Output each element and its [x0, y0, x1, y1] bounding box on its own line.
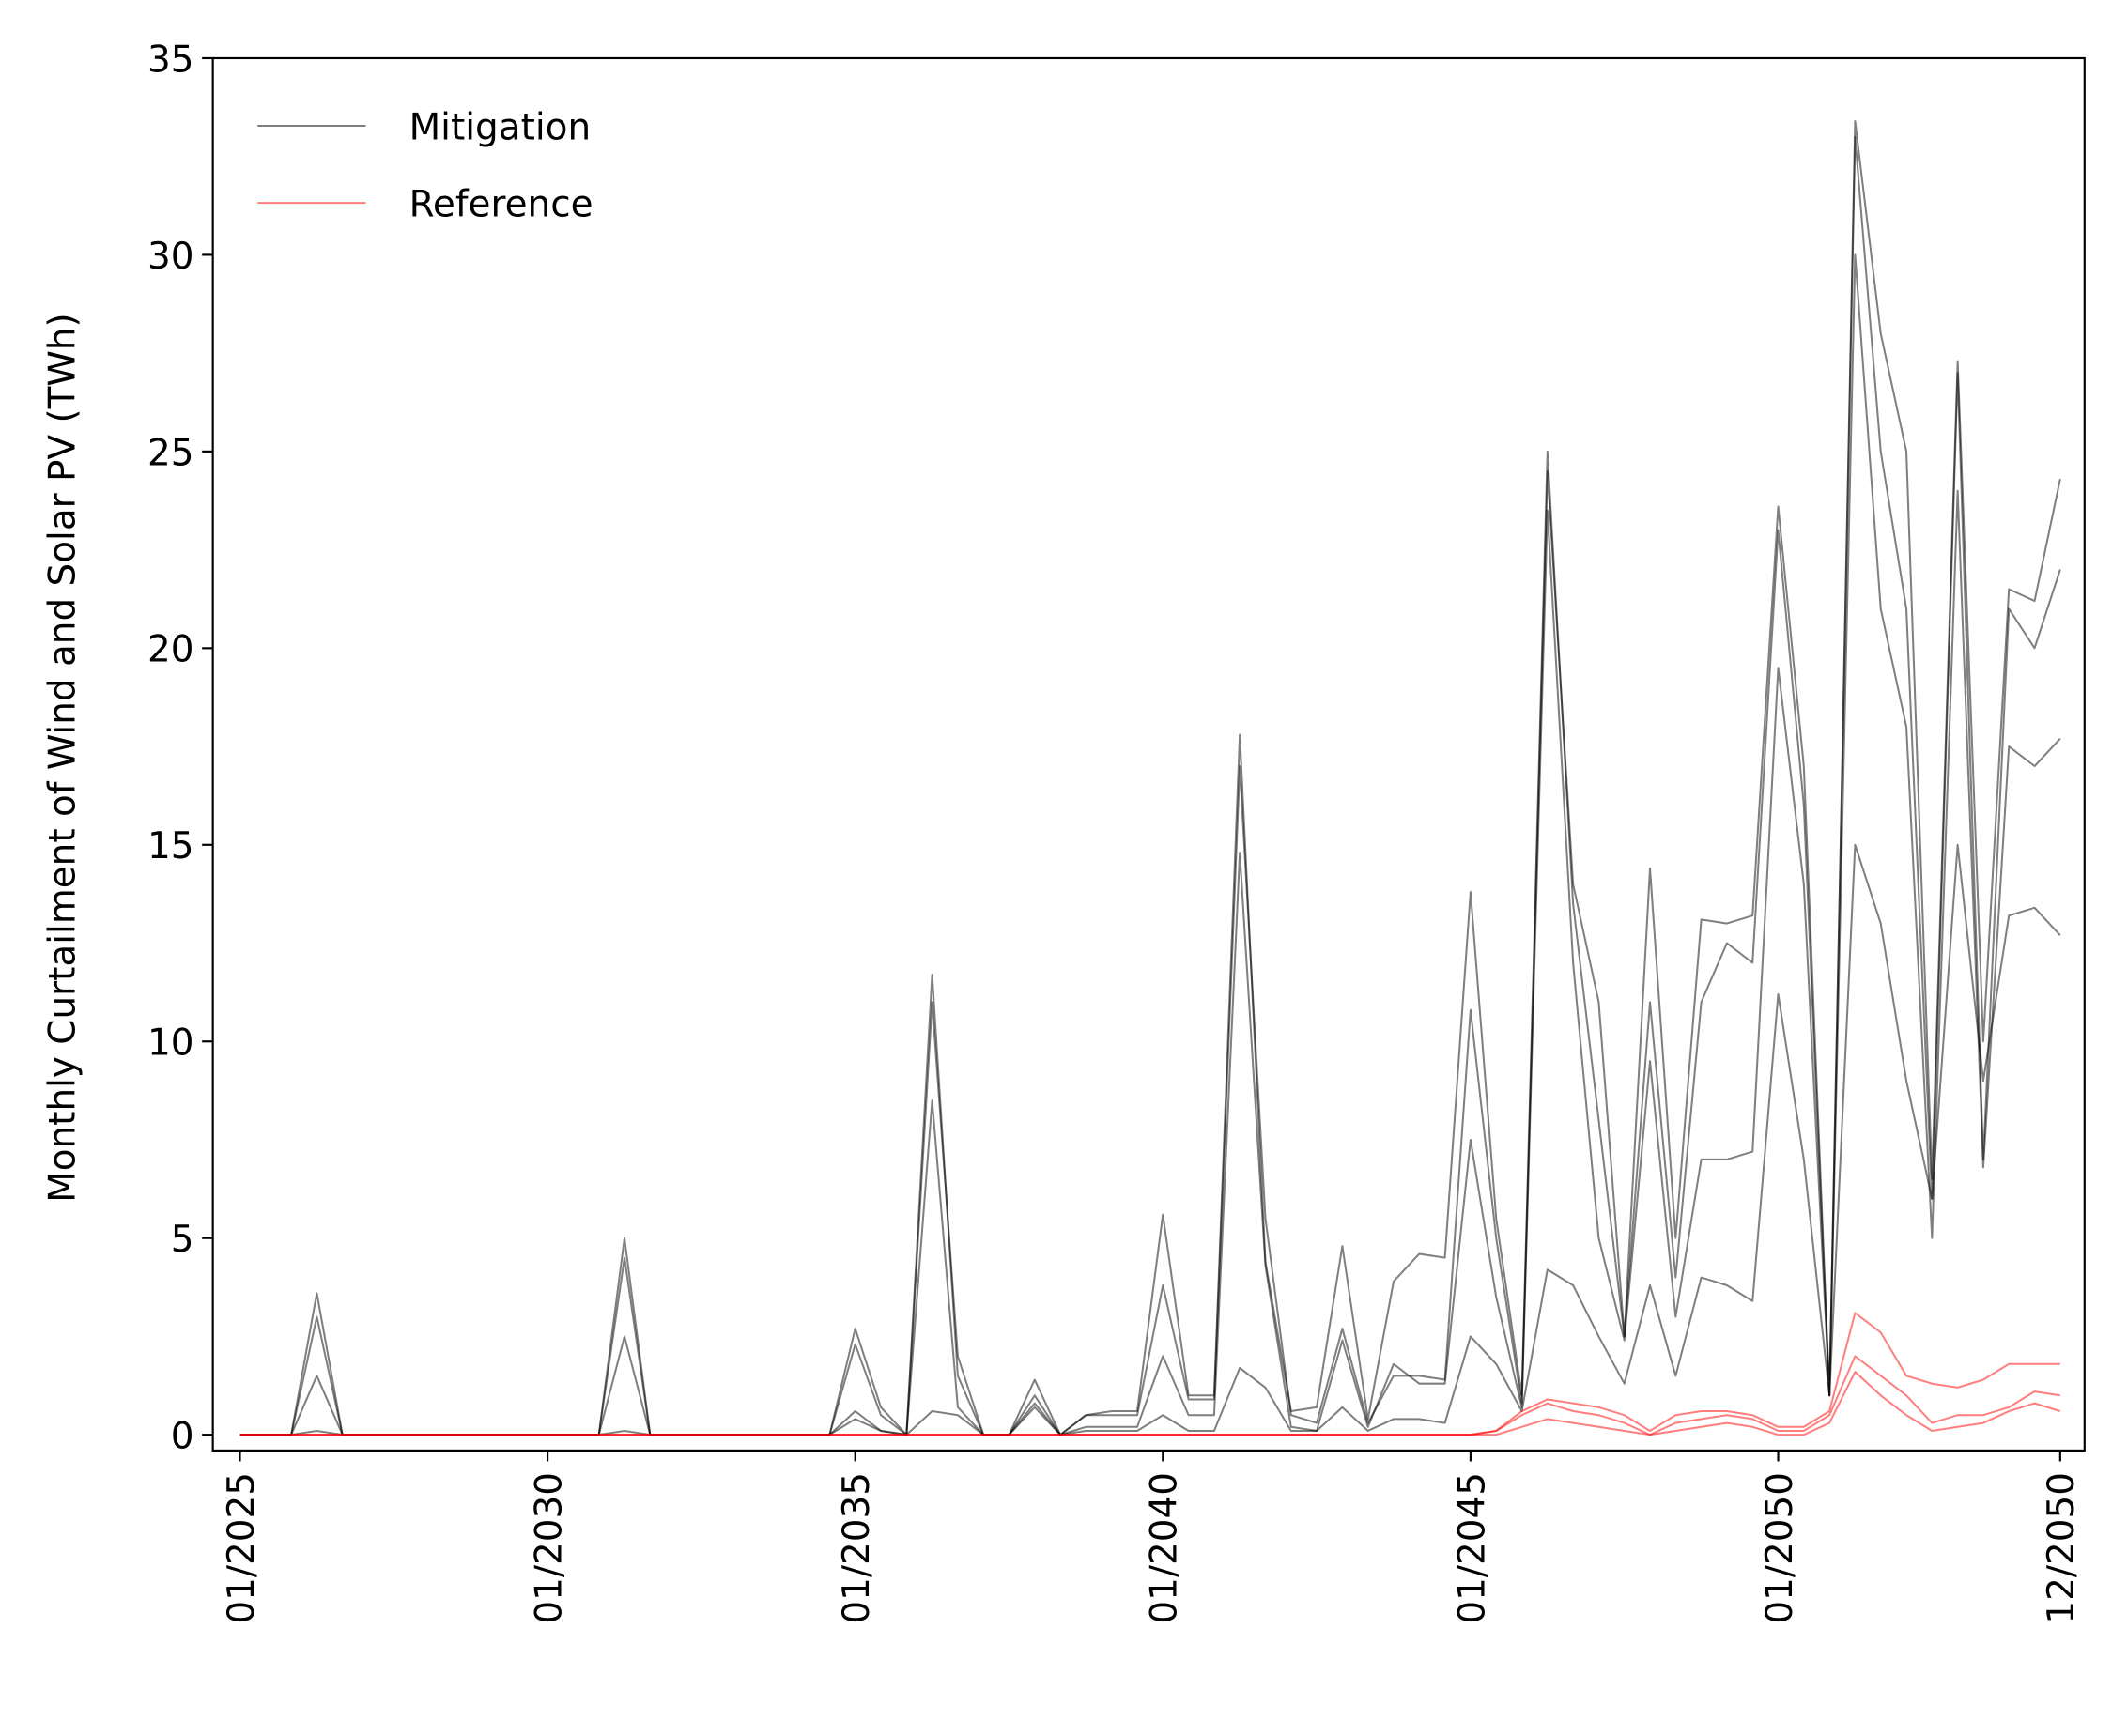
x-tick-label: 01/2035	[836, 1472, 878, 1624]
series-line	[239, 1312, 2060, 1436]
series-line	[239, 1371, 2061, 1436]
y-tick-label: 5	[171, 1219, 194, 1261]
series-line	[239, 119, 2061, 1436]
legend-label: Reference	[409, 184, 594, 226]
x-tick-label: 01/2050	[1759, 1472, 1801, 1624]
y-tick-label: 15	[147, 825, 194, 868]
y-tick-label: 20	[147, 629, 194, 671]
y-tick-label: 10	[147, 1022, 194, 1065]
y-axis-label: Monthly Curtailment of Wind and Solar PV…	[42, 313, 85, 1203]
series-line	[239, 253, 2061, 1436]
x-tick-label: 01/2025	[221, 1472, 263, 1624]
y-tick-label: 35	[147, 38, 194, 81]
legend-label: Mitigation	[409, 106, 592, 148]
x-tick-label: 01/2040	[1144, 1472, 1186, 1624]
y-tick-label: 25	[147, 432, 194, 474]
x-tick-label: 12/2050	[2041, 1472, 2083, 1624]
y-tick-label: 0	[171, 1416, 194, 1458]
x-tick-label: 01/2045	[1451, 1472, 1493, 1624]
series-line	[239, 135, 2061, 1436]
y-tick-label: 30	[147, 236, 194, 278]
x-tick-label: 01/2030	[529, 1472, 571, 1624]
plot-frame	[211, 56, 2086, 1452]
